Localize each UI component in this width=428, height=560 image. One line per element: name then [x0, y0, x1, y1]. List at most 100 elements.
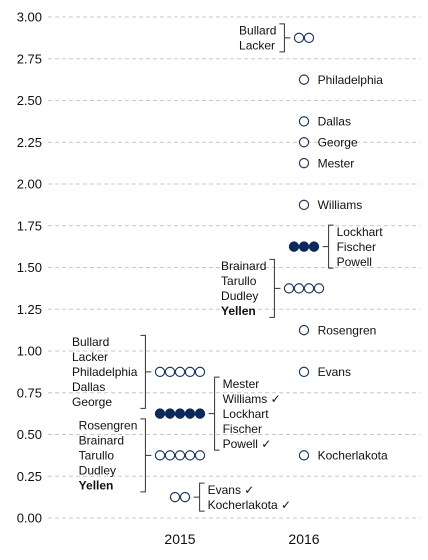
annotation-bracket [140, 418, 152, 493]
data-point [154, 366, 166, 378]
annotation-label: Tarullo [221, 274, 257, 288]
data-point [303, 283, 315, 294]
y-tick-label: 1.25 [17, 302, 42, 317]
annotation-label: Brainard [221, 259, 266, 273]
annotation-label: Lockhart [223, 407, 270, 421]
annotation-label: Evans ✓ [208, 483, 255, 497]
data-point [293, 32, 305, 44]
y-axis-ticks: 3.00 2.75 2.50 2.25 2.00 1.75 1.50 1.25 1.00 0.75… [17, 10, 42, 526]
annotation-group: Dallas [318, 115, 351, 129]
x-axis-ticks: 2015 2016 [164, 531, 319, 547]
data-point [298, 366, 310, 378]
y-tick-label: 3.00 [17, 10, 42, 25]
annotation-label: Lacker [72, 350, 108, 364]
annotation-label: Dallas [72, 380, 105, 394]
annotation-label: Bullard [72, 335, 109, 349]
annotation-bracket [193, 482, 205, 512]
data-point [298, 324, 310, 336]
annotation-label: Bullard [239, 24, 276, 38]
annotation-label: Philadelphia [318, 73, 384, 87]
data-point [298, 157, 310, 169]
y-tick-label: 2.00 [17, 177, 42, 192]
annotation-label: Fischer [223, 422, 262, 436]
data-point [164, 450, 176, 461]
data-point [164, 366, 176, 378]
data-point [308, 241, 320, 252]
x-tick-label: 2016 [288, 531, 319, 547]
annotation-label: Lacker [239, 39, 275, 53]
annotation-label: Dudley [79, 464, 116, 478]
y-tick-label: 2.50 [17, 93, 42, 108]
data-point [293, 283, 305, 294]
data-point [288, 241, 300, 252]
annotation-label: Evans [318, 365, 351, 379]
annotation-bracket [140, 334, 152, 409]
annotation-group: Mester [318, 156, 355, 170]
annotation-bracket [322, 224, 334, 269]
data-point [154, 450, 166, 461]
data-point [298, 450, 310, 461]
annotation-label: Williams [318, 198, 363, 212]
annotation-label: Dudley [221, 289, 258, 303]
y-tick-label: 2.25 [17, 135, 42, 150]
data-point [179, 491, 191, 503]
data-point [303, 32, 315, 44]
y-tick-label: 1.75 [17, 218, 42, 233]
data-point [174, 408, 186, 419]
annotation-label: Mester [318, 156, 355, 170]
annotation-bracket [208, 376, 220, 451]
annotation-group: Evans ✓Kocherlakota ✓ [193, 482, 291, 512]
data-point [194, 366, 206, 378]
data-point [194, 408, 206, 419]
data-point [184, 450, 196, 461]
annotation-bracket [279, 23, 291, 53]
data-point [283, 283, 295, 294]
annotation-label: Williams ✓ [223, 392, 281, 406]
y-tick-label: 1.00 [17, 344, 42, 359]
annotation-label: Yellen [79, 479, 114, 493]
y-tick-label: 1.50 [17, 260, 42, 275]
data-point [298, 199, 310, 211]
annotation-group: Evans [318, 365, 351, 379]
data-point [184, 408, 196, 419]
annotation-label: Brainard [79, 434, 124, 448]
data-point [298, 116, 310, 127]
data-point [174, 450, 186, 461]
data-point [298, 74, 310, 85]
annotation-label: Rosengren [318, 323, 377, 337]
x-tick-label: 2015 [164, 531, 195, 547]
annotation-label: Mester [223, 377, 260, 391]
data-point [298, 241, 310, 252]
data-point [169, 491, 181, 503]
annotation-label: Lockhart [337, 225, 384, 239]
annotation-label: Dallas [318, 115, 351, 129]
y-tick-label: 0.50 [17, 427, 42, 442]
data-point [184, 366, 196, 378]
annotation-group: Philadelphia [318, 73, 384, 87]
annotation-group: Kocherlakota [318, 449, 388, 463]
annotation-label: Philadelphia [72, 365, 138, 379]
annotations-layer: BullardLackerPhiladelphiaDallasGeorgeRos… [72, 23, 388, 512]
data-point [164, 408, 176, 419]
annotation-label: George [318, 135, 358, 149]
annotation-group: Rosengren [318, 323, 377, 337]
data-point [174, 366, 186, 378]
data-point [194, 450, 206, 461]
annotation-label: Yellen [221, 304, 256, 318]
dots-layer [154, 32, 325, 503]
data-point [154, 408, 166, 419]
annotation-group: George [318, 135, 358, 149]
annotation-label: Rosengren [79, 419, 138, 433]
annotation-bracket [269, 258, 281, 318]
grid-layer [48, 16, 420, 519]
data-point [313, 283, 325, 294]
annotation-label: Kocherlakota ✓ [208, 498, 291, 512]
annotation-label: Fischer [337, 240, 376, 254]
